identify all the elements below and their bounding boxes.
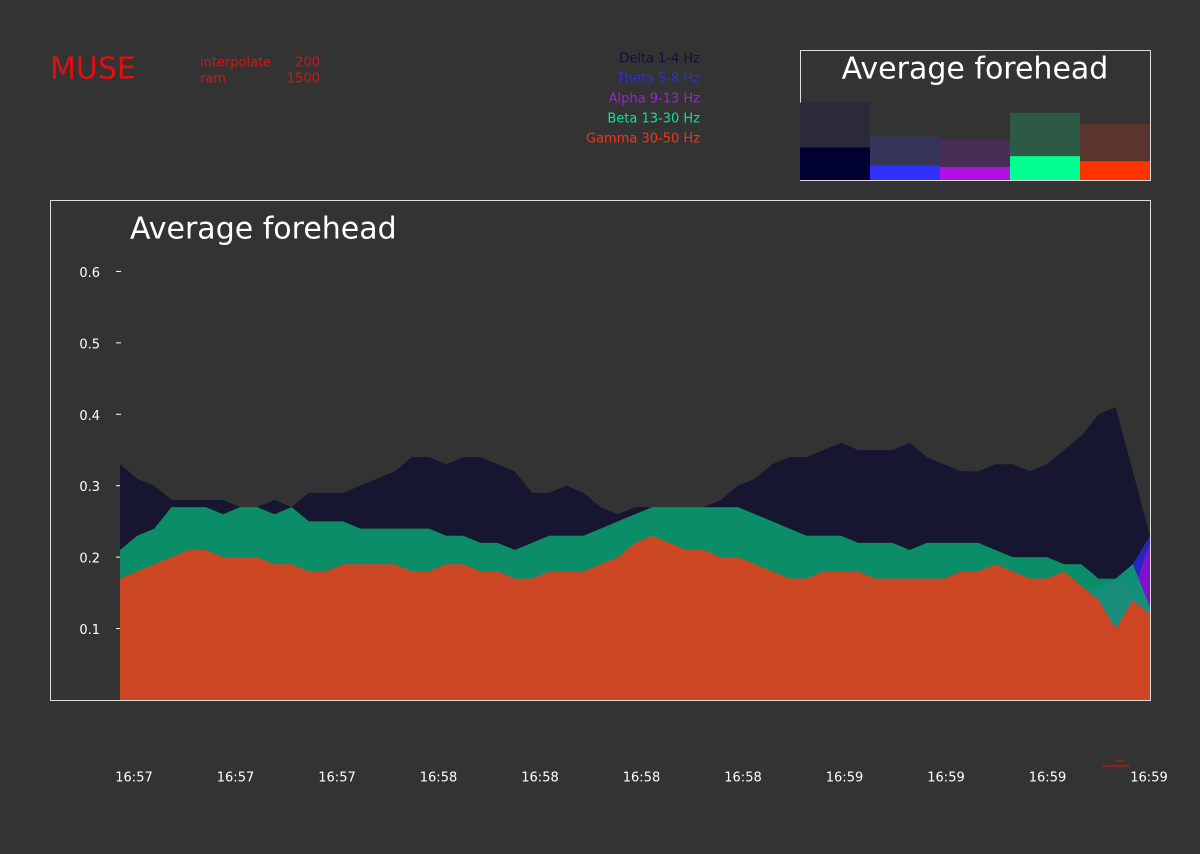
x-tick-label: 16:57 <box>318 771 355 786</box>
y-tick-label: 0.4 <box>79 409 100 424</box>
legend-entry: Theta 5-8 Hz <box>616 72 701 87</box>
setting-value: 1500 <box>287 72 320 87</box>
area-panel <box>50 200 1151 701</box>
x-tick-label: 16:57 <box>115 771 152 786</box>
y-tick-label: 0.1 <box>79 623 100 638</box>
area <box>120 535 1150 700</box>
app-title: MUSE <box>50 52 136 87</box>
x-tick-label: 16:59 <box>826 771 863 786</box>
area-title: Average forehead <box>130 212 397 247</box>
y-tick-label: 0.5 <box>79 337 100 352</box>
bar <box>940 167 1010 180</box>
bar <box>1080 161 1150 180</box>
setting-value: 200 <box>295 56 320 71</box>
legend-entry: Gamma 30-50 Hz <box>586 132 700 147</box>
legend-entry: Delta 1-4 Hz <box>619 52 700 67</box>
y-tick-label: 0.6 <box>79 266 100 281</box>
setting-label: interpolate <box>200 56 271 71</box>
x-tick-label: 16:58 <box>420 771 457 786</box>
x-tick-label: 16:58 <box>623 771 660 786</box>
legend-entry: Beta 13-30 Hz <box>607 112 700 127</box>
y-tick-label: 0.3 <box>79 480 100 495</box>
x-tick-label: 16:59 <box>927 771 964 786</box>
x-tick-label: 16:58 <box>724 771 761 786</box>
x-tick-label: 16:59 <box>1130 771 1167 786</box>
y-tick-label: 0.2 <box>79 552 100 567</box>
bar <box>800 147 870 180</box>
setting-label: ram <box>200 72 226 87</box>
x-tick-label: 16:57 <box>217 771 254 786</box>
x-tick-label: 16:58 <box>521 771 558 786</box>
bar <box>1010 156 1080 180</box>
x-tick-label: 16:59 <box>1029 771 1066 786</box>
bar-title: Average forehead <box>842 52 1109 87</box>
legend-entry: Alpha 9-13 Hz <box>609 92 701 107</box>
bar <box>870 165 940 180</box>
